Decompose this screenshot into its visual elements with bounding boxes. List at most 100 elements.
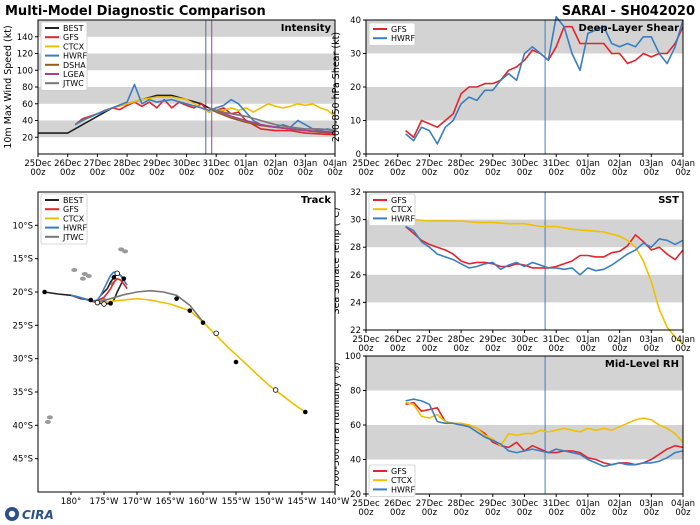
shear-xtick-hour: 00z [644,168,660,178]
panel-track: 180° 175°W 170°W 165°W 160°W 155°W 150°W 145°W 1… [13,191,350,507]
shear-ytick-label: 0 [356,150,361,160]
track-marker-filled-7 [200,320,206,325]
intensity-ytick-label: 120 [17,50,33,60]
track-marker-open-0 [94,299,101,306]
shear-series-hwrf [405,15,684,145]
shear-xtick-date: 02Jan [608,159,632,169]
intensity-xtick-hour: 00z [60,168,76,178]
track-island-6 [118,247,125,252]
rh-xtick-hour: 00z [485,508,501,518]
rh-band-1 [366,356,683,391]
sst-xtick-hour: 00z [517,344,533,354]
track-ytick-label: 30°S [13,355,33,365]
shear-panel-title: Deep-Layer Shear [579,23,680,34]
track-ytick-label: 10°S [13,221,33,231]
rh-xtick-date: 04Jan [671,499,695,509]
rh-xtick-date: 27Dec [416,499,444,509]
track-marker-filled-9 [303,409,308,415]
rh-band-0 [366,425,683,460]
intensity-xtick-date: 28Dec [113,159,141,169]
track-xtick-label: 160°W [189,497,218,507]
intensity-series-hwrf [74,83,336,132]
sst-xtick-hour: 00z [485,344,501,354]
intensity-xtick-date: 25Dec [24,159,52,169]
sst-xtick-date: 02Jan [608,335,632,345]
intensity-xtick-hour: 00z [209,168,225,178]
rh-ytick-label: 40 [350,456,361,466]
shear-xtick-hour: 00z [612,168,628,178]
track-marker-open-4 [272,387,279,393]
track-legend-label-jtwc: JTWC [62,233,84,242]
intensity-legend-label-best: BEST [63,24,84,33]
shear-xtick-date: 04Jan [671,159,695,169]
intensity-ytick-label: 60 [22,100,33,110]
intensity-xtick-hour: 00z [268,168,284,178]
rh-legend-label-gfs: GFS [391,467,407,476]
track-marker-filled-3 [121,276,127,281]
track-marker-filled-0 [42,289,47,295]
rh-legend-label-ctcx: CTCX [391,476,413,485]
track-xtick-label: 175°W [90,497,119,507]
rh-xtick-hour: 00z [675,508,691,518]
storm-title: SARAI - SH042020 [562,4,695,19]
chart-panels: 2040608010012014025Dec00z26Dec00z27Dec00… [3,15,695,518]
track-plot-area [38,192,335,492]
rh-xtick-hour: 00z [517,508,533,518]
rh-xtick-date: 28Dec [447,499,475,509]
rh-xtick-date: 31Dec [543,499,571,509]
sst-xtick-date: 04Jan [671,335,695,345]
sst-xtick-date: 27Dec [416,335,444,345]
rh-ytick-label: 60 [350,421,361,431]
track-marker-open-2 [114,270,120,277]
intensity-ytick-label: 100 [17,66,33,76]
track-marker-filled-2 [108,301,113,306]
track-xtick-label: 150°W [255,497,284,507]
shear-xtick-date: 26Dec [384,159,412,169]
intensity-xtick-date: 31Dec [203,159,231,169]
shear-xtick-hour: 00z [517,168,533,178]
sst-xtick-hour: 00z [612,344,628,354]
shear-xtick-hour: 00z [390,168,406,178]
sst-plot-area [366,192,683,330]
cira-logo-inner [8,510,16,518]
sst-xtick-hour: 00z [422,344,438,354]
track-legend-label-hwrf: HWRF [63,224,87,233]
track-xtick-label: 140°W [321,497,350,507]
shear-ytick-label: 30 [350,50,361,60]
rh-xtick-hour: 00z [644,508,660,518]
intensity-legend-label-hwrf: HWRF [63,52,87,61]
sst-xtick-date: 31Dec [543,335,571,345]
rh-xtick-date: 26Dec [384,499,412,509]
track-xtick-label: 165°W [156,497,185,507]
intensity-xtick-date: 30Dec [173,159,201,169]
track-legend-label-best: BEST [63,196,84,205]
intensity-legend-label-jtwc: JTWC [62,79,84,88]
sst-xtick-date: 26Dec [384,335,412,345]
shear-xtick-hour: 00z [675,168,691,178]
track-marker-filled-1 [88,297,94,303]
track-island-8 [44,420,51,424]
intensity-ytick-label: 20 [22,133,33,143]
track-legend-label-ctcx: CTCX [63,214,85,223]
rh-ytick-label: 80 [350,387,361,397]
sst-xtick-date: 30Dec [511,335,539,345]
sst-xtick-date: 29Dec [479,335,507,345]
rh-xtick-date: 25Dec [352,499,380,509]
rh-legend-label-hwrf: HWRF [391,485,415,494]
intensity-xtick-hour: 00z [30,168,46,178]
track-island-7 [81,272,88,276]
rh-xtick-hour: 00z [580,508,596,518]
panel-sst: 22242628303225Dec00z26Dec00z27Dec00z28De… [331,188,695,354]
intensity-series-ctcx [74,96,336,126]
sst-ytick-label: 24 [350,298,361,308]
sst-ytick-label: 22 [350,326,361,336]
rh-xtick-date: 29Dec [479,499,507,509]
panel-intensity: 2040608010012014025Dec00z26Dec00z27Dec00… [3,19,347,178]
track-ytick-label: 45°S [13,455,33,465]
intensity-xtick-hour: 00z [179,168,195,178]
intensity-xtick-date: 03Jan [293,159,317,169]
intensity-y-axis-label: 10m Max Wind Speed (kt) [3,25,14,148]
shear-xtick-hour: 00z [580,168,596,178]
track-ytick-label: 20°S [13,288,33,298]
